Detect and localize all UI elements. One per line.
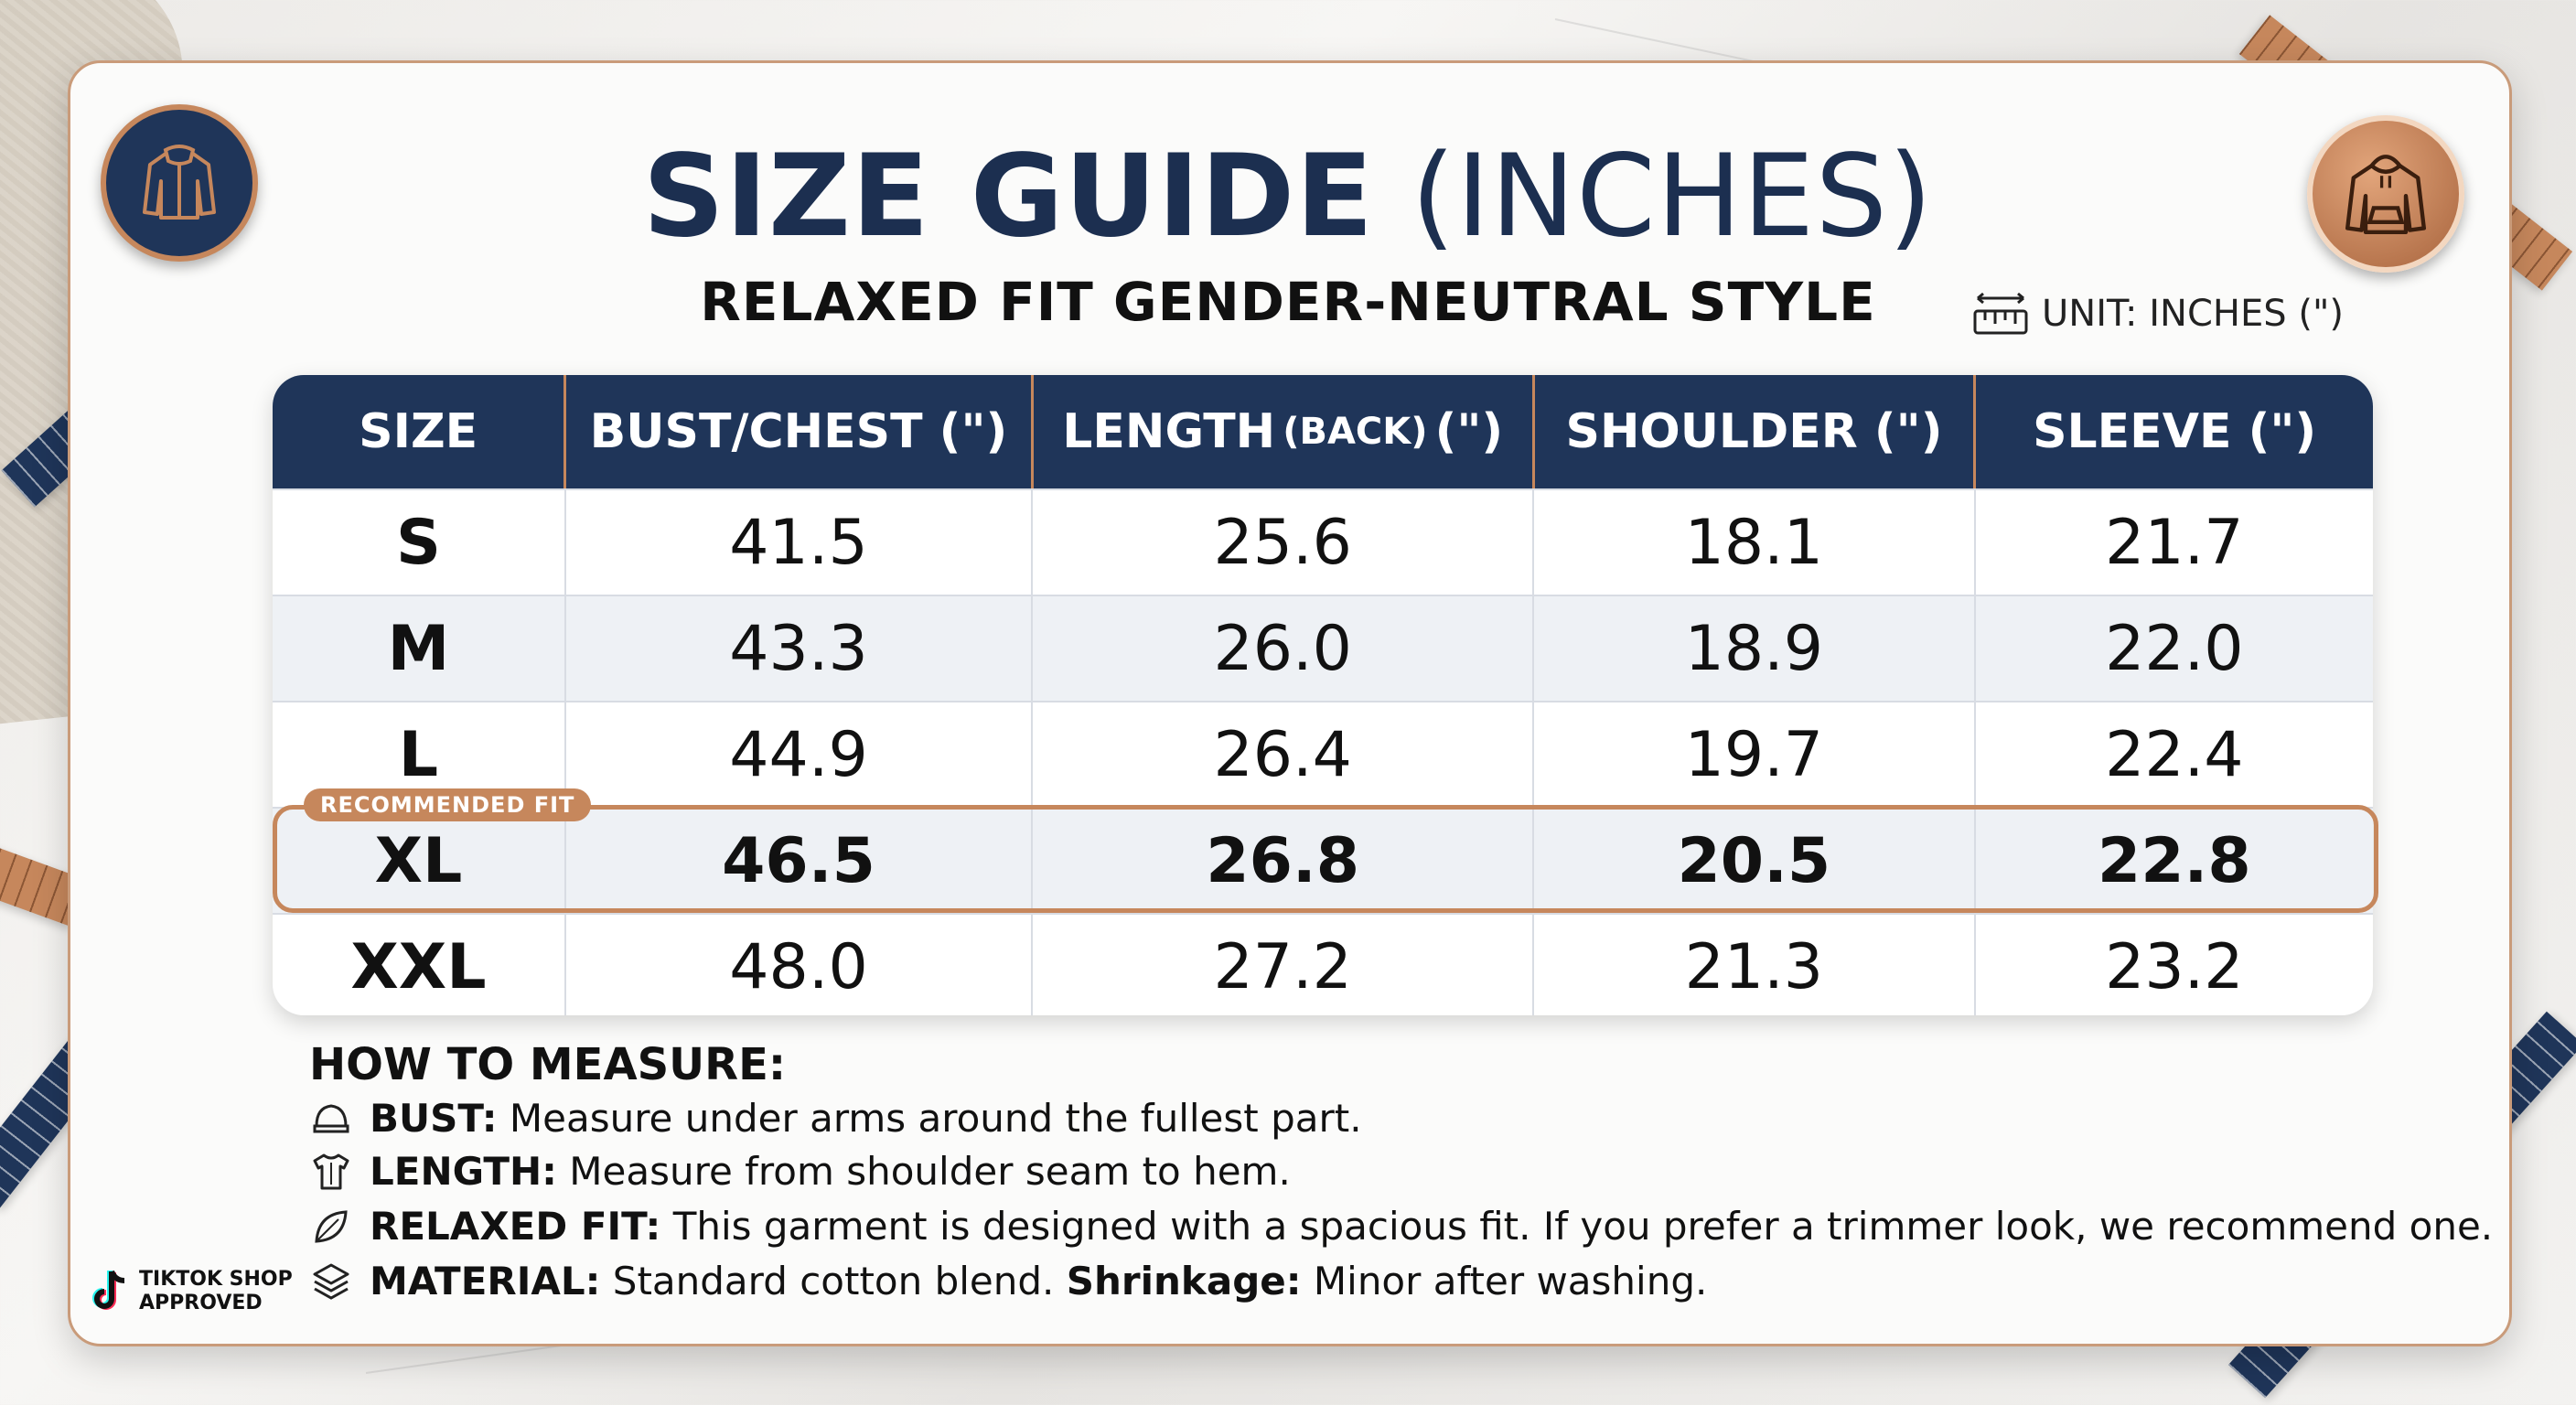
jacket-badge (101, 104, 258, 262)
how-item-relaxed-fit: RELAXED FIT: This garment is designed wi… (309, 1204, 2493, 1249)
page-subtitle: RELAXED FIT GENDER-NEUTRAL STYLE (700, 271, 1876, 333)
tiktok-line1: TIKTOK SHOP (139, 1268, 293, 1291)
title-main: SIZE GUIDE (642, 131, 1375, 263)
column-header-shoulder: SHOULDER (") (1535, 375, 1977, 488)
tiktok-line2: APPROVED (139, 1292, 263, 1314)
bust-cell: 46.5 (566, 809, 1034, 913)
length-cell: 25.6 (1033, 490, 1535, 595)
layers-icon (309, 1260, 353, 1303)
column-header-bust: BUST/CHEST (") (566, 375, 1034, 488)
shirt-length-icon (309, 1150, 353, 1194)
page-title: SIZE GUIDE (INCHES) (0, 128, 2576, 265)
sleeve-cell: 22.4 (2105, 718, 2244, 791)
size-cell: M (273, 596, 566, 701)
column-header-length: LENGTH (BACK) (") (1034, 375, 1535, 488)
unit-label: UNIT: INCHES (") (2042, 293, 2344, 335)
sleeve-cell: 22.0 (2105, 612, 2244, 685)
hoodie-badge (2307, 115, 2464, 273)
title-unit: (INCHES) (1411, 131, 1934, 263)
how-item-label: MATERIAL: (370, 1259, 601, 1303)
table-row: XXL 48.0 27.2 21.3 23.2 (273, 913, 2373, 1015)
size-table: SIZE BUST/CHEST (") LENGTH (BACK) (") SH… (273, 375, 2373, 1015)
how-item-text: Standard cotton blend. (612, 1259, 1055, 1303)
sleeve-cell: 21.7 (2105, 506, 2244, 579)
column-header-sleeve: SLEEVE (") (2033, 404, 2317, 459)
bust-cell: 48.0 (566, 915, 1034, 1015)
bust-cell: 41.5 (566, 490, 1034, 595)
leaf-icon (309, 1205, 353, 1249)
bust-cell: 43.3 (566, 596, 1034, 701)
how-item-label: BUST: (370, 1096, 498, 1141)
jacket-icon (143, 145, 216, 220)
size-cell: XXL (273, 915, 566, 1015)
length-cell: 27.2 (1033, 915, 1535, 1015)
column-header-length-small: (BACK) (1283, 411, 1428, 453)
shoulder-cell: 20.5 (1534, 809, 1976, 913)
tiktok-logo-icon (92, 1270, 125, 1310)
column-header-length-suffix: (") (1434, 404, 1504, 459)
how-item-label-secondary: Shrinkage: (1066, 1259, 1302, 1303)
how-item-bust: BUST: Measure under arms around the full… (309, 1096, 1362, 1141)
length-cell: 26.4 (1033, 702, 1535, 807)
shoulder-cell: 18.1 (1534, 490, 1976, 595)
ruler-icon (1973, 292, 2028, 335)
how-item-text: Measure from shoulder seam to hem. (569, 1149, 1291, 1194)
length-cell: 26.8 (1033, 809, 1535, 913)
sleeve-cell: 23.2 (2105, 930, 2244, 1003)
sleeve-cell: 22.8 (2097, 824, 2251, 897)
shoulder-cell: 18.9 (1534, 596, 1976, 701)
size-cell: S (273, 490, 566, 595)
table-row-recommended: XL 46.5 26.8 20.5 22.8 (273, 807, 2373, 913)
how-item-length: LENGTH: Measure from shoulder seam to he… (309, 1149, 1291, 1194)
length-cell: 26.0 (1033, 596, 1535, 701)
how-item-text-secondary: Minor after washing. (1313, 1259, 1708, 1303)
table-header: SIZE BUST/CHEST (") LENGTH (BACK) (") SH… (273, 375, 2373, 488)
column-header-length-main: LENGTH (1062, 404, 1276, 459)
bust-icon (309, 1097, 353, 1141)
unit-indicator: UNIT: INCHES (") (1972, 291, 2344, 337)
column-header-size: SIZE (273, 375, 567, 488)
tiktok-shop-badge: TIKTOK SHOP APPROVED (91, 1268, 293, 1315)
how-item-label: LENGTH: (370, 1149, 557, 1194)
how-item-material: MATERIAL: Standard cotton blend. Shrinka… (309, 1259, 1707, 1303)
how-item-text: Measure under arms around the fullest pa… (509, 1096, 1362, 1141)
how-to-measure-title: HOW TO MEASURE: (309, 1039, 787, 1090)
shoulder-cell: 21.3 (1534, 915, 1976, 1015)
how-item-label: RELAXED FIT: (370, 1204, 661, 1249)
recommended-fit-tag: RECOMMENDED FIT (304, 788, 592, 821)
bust-cell: 44.9 (566, 702, 1034, 807)
table-row: S 41.5 25.6 18.1 21.7 (273, 488, 2373, 595)
how-item-text: This garment is designed with a spacious… (672, 1204, 2494, 1249)
table-row: M 43.3 26.0 18.9 22.0 (273, 595, 2373, 701)
hoodie-icon (2345, 155, 2426, 234)
table-row: L 44.9 26.4 19.7 22.4 (273, 701, 2373, 807)
size-cell: XL (273, 809, 566, 913)
shoulder-cell: 19.7 (1534, 702, 1976, 807)
size-cell: L (273, 702, 566, 807)
